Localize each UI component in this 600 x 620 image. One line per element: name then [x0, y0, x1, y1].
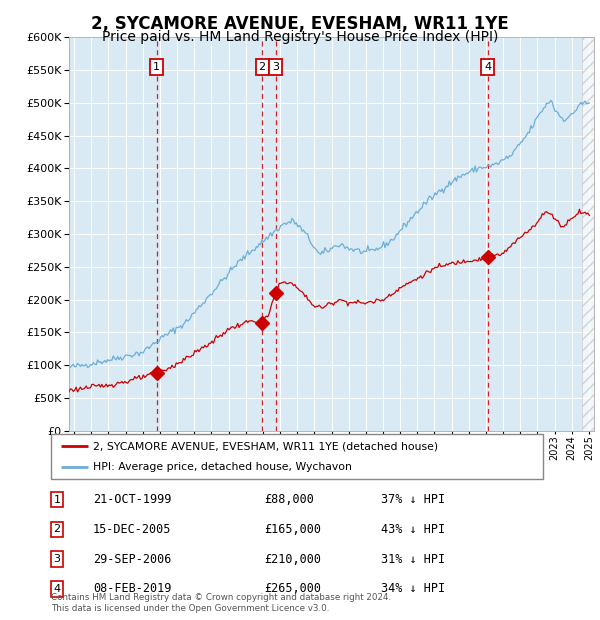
Text: 21-OCT-1999: 21-OCT-1999 — [93, 494, 172, 506]
Text: 37% ↓ HPI: 37% ↓ HPI — [381, 494, 445, 506]
Text: 3: 3 — [53, 554, 61, 564]
Text: 31% ↓ HPI: 31% ↓ HPI — [381, 553, 445, 565]
Text: 4: 4 — [484, 62, 491, 72]
Text: £210,000: £210,000 — [264, 553, 321, 565]
Text: 2: 2 — [259, 62, 266, 72]
Text: Price paid vs. HM Land Registry's House Price Index (HPI): Price paid vs. HM Land Registry's House … — [102, 30, 498, 44]
Text: 3: 3 — [272, 62, 279, 72]
Text: 34% ↓ HPI: 34% ↓ HPI — [381, 583, 445, 595]
Text: 4: 4 — [53, 584, 61, 594]
Text: 2, SYCAMORE AVENUE, EVESHAM, WR11 1YE: 2, SYCAMORE AVENUE, EVESHAM, WR11 1YE — [91, 16, 509, 33]
Text: 1: 1 — [153, 62, 160, 72]
Text: £265,000: £265,000 — [264, 583, 321, 595]
Text: HPI: Average price, detached house, Wychavon: HPI: Average price, detached house, Wych… — [93, 461, 352, 472]
Text: 1: 1 — [53, 495, 61, 505]
Text: £165,000: £165,000 — [264, 523, 321, 536]
Text: 15-DEC-2005: 15-DEC-2005 — [93, 523, 172, 536]
Polygon shape — [581, 37, 594, 431]
Text: 08-FEB-2019: 08-FEB-2019 — [93, 583, 172, 595]
Text: Contains HM Land Registry data © Crown copyright and database right 2024.
This d: Contains HM Land Registry data © Crown c… — [51, 593, 391, 613]
Text: 29-SEP-2006: 29-SEP-2006 — [93, 553, 172, 565]
Text: 43% ↓ HPI: 43% ↓ HPI — [381, 523, 445, 536]
Text: £88,000: £88,000 — [264, 494, 314, 506]
Text: 2: 2 — [53, 525, 61, 534]
FancyBboxPatch shape — [51, 434, 543, 479]
Text: 2, SYCAMORE AVENUE, EVESHAM, WR11 1YE (detached house): 2, SYCAMORE AVENUE, EVESHAM, WR11 1YE (d… — [93, 441, 438, 451]
